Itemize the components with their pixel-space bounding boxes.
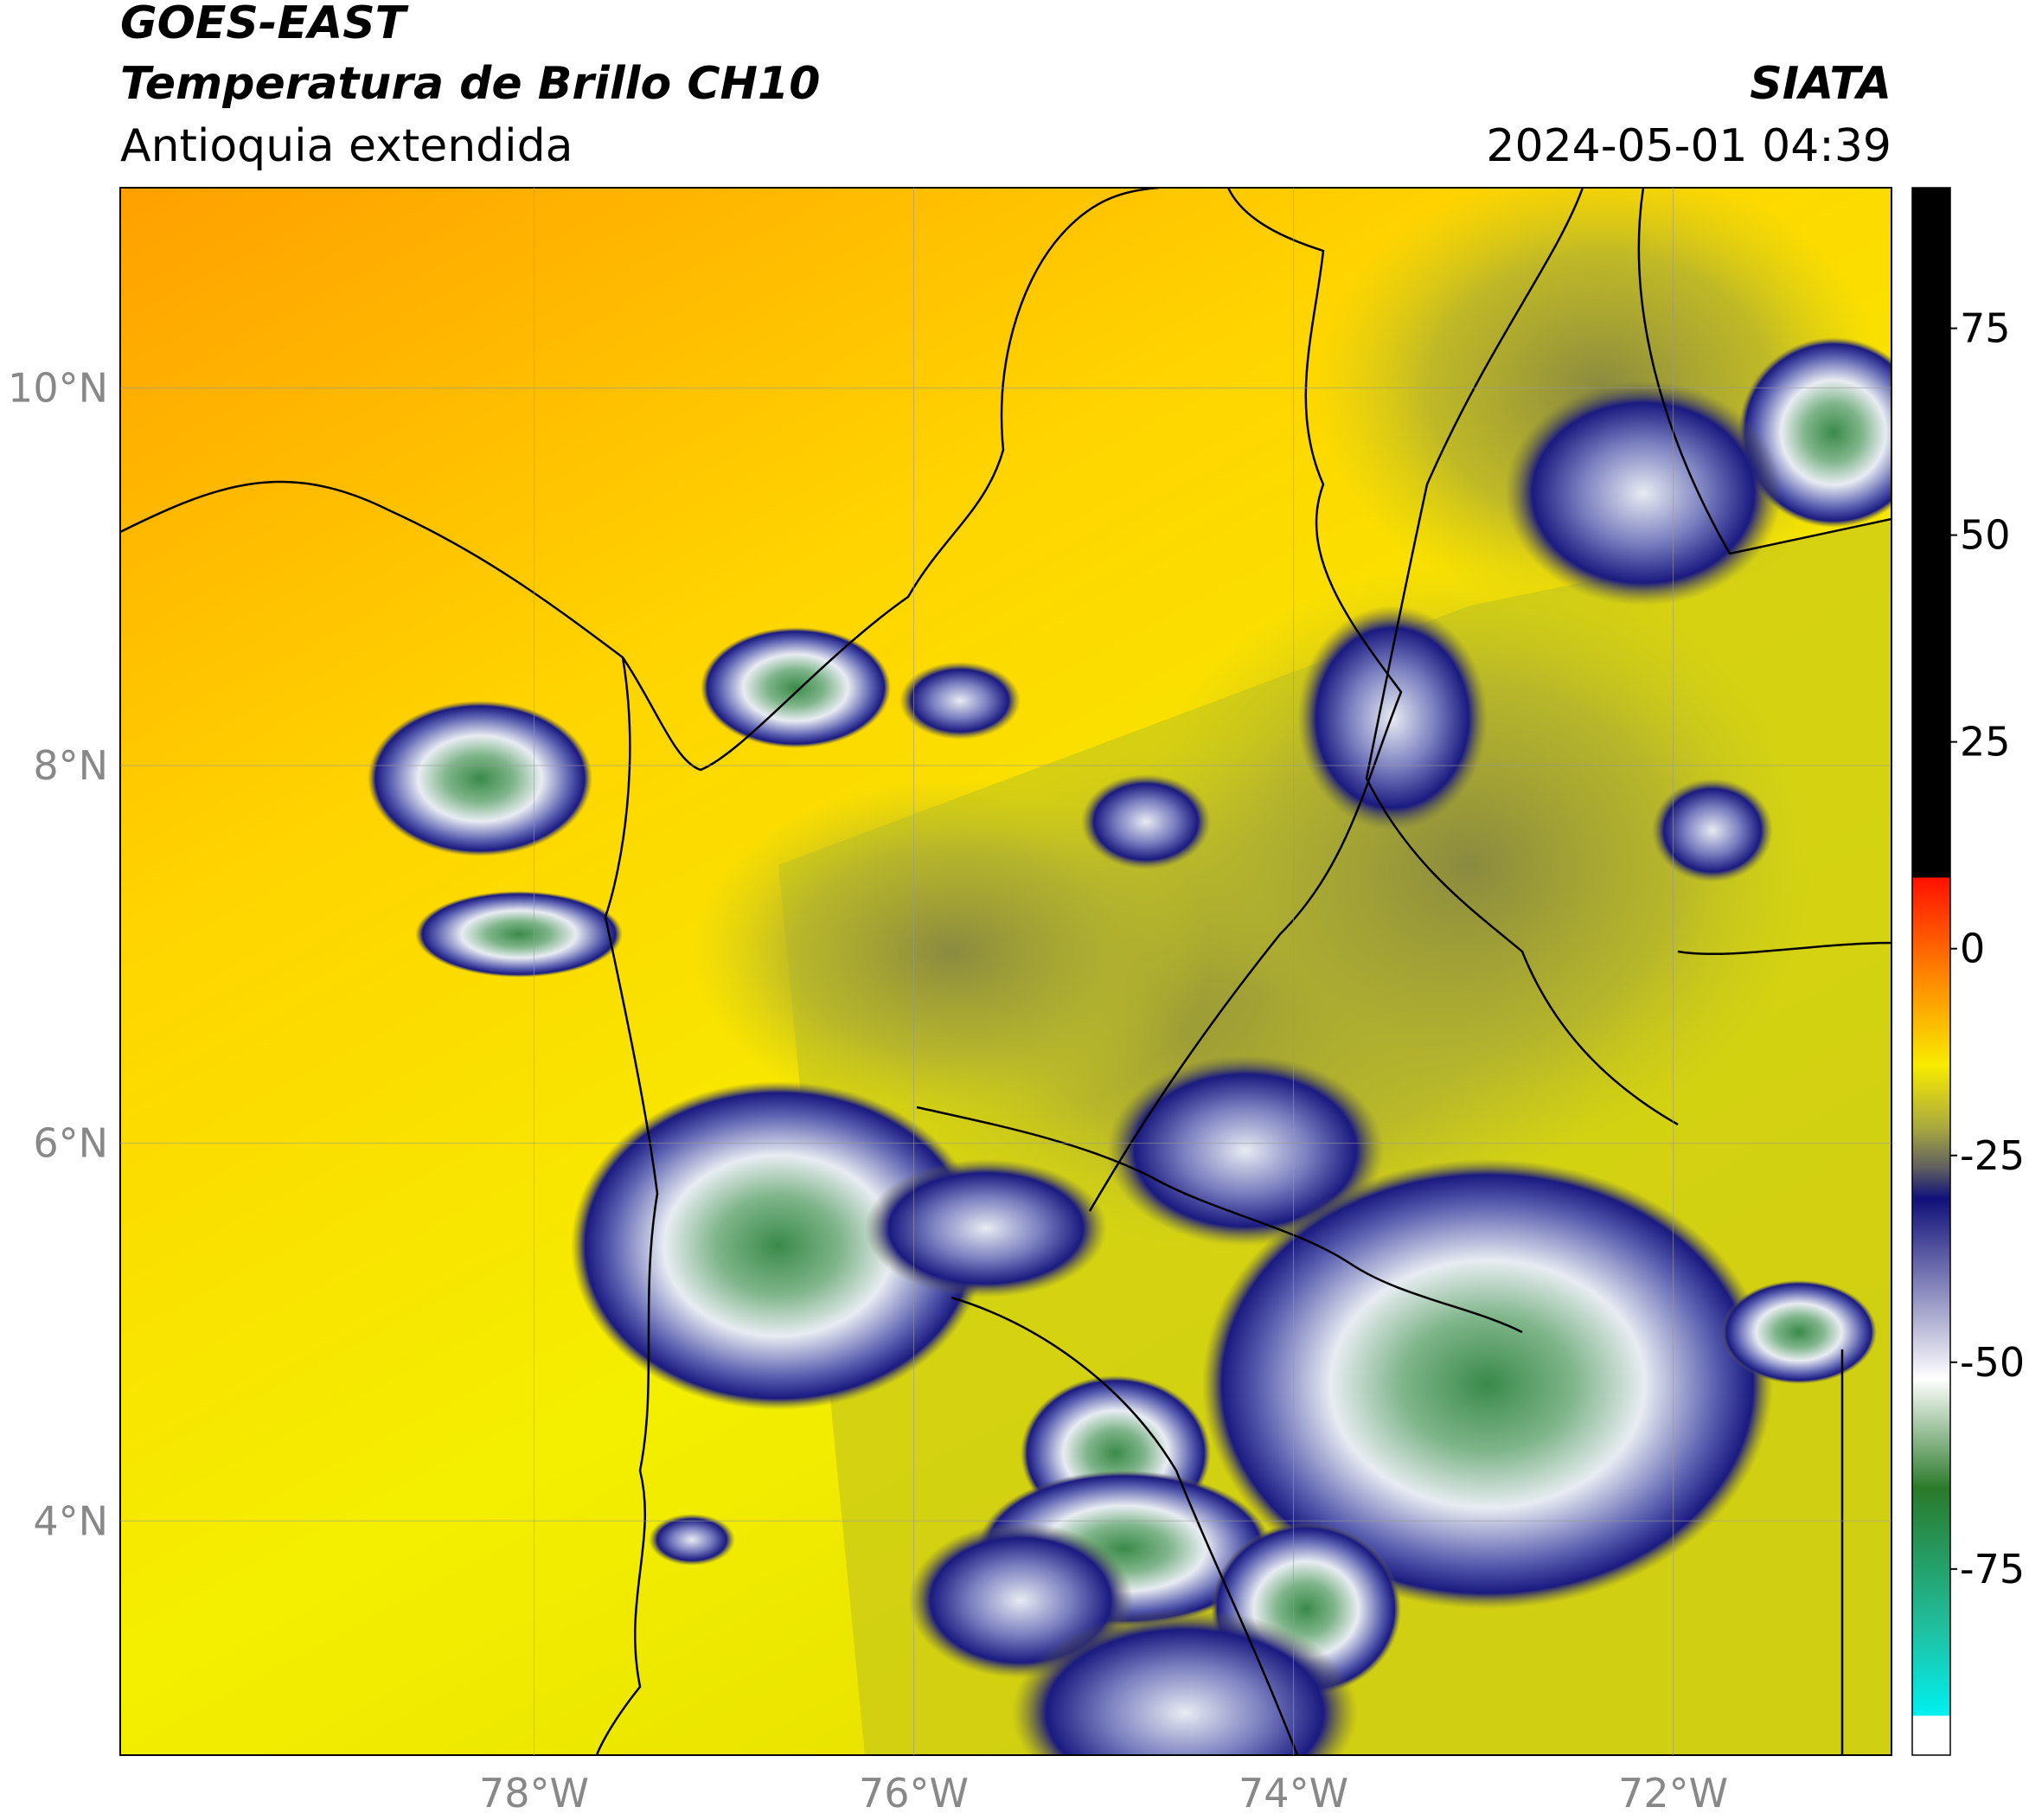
y-tick-label: 10°N (8, 364, 108, 411)
x-tick-label: 74°W (1239, 1770, 1348, 1817)
colorbar-tick-label: 50 (1960, 512, 2011, 559)
x-tick-label: 72°W (1618, 1770, 1728, 1817)
source: SIATA (1750, 58, 1891, 110)
colorbar-tick-label: -25 (1960, 1132, 2025, 1179)
title: GOES-EAST (120, 0, 409, 49)
map-frame (119, 187, 1892, 1756)
map-image (120, 188, 1891, 1755)
x-tick-label: 76°W (859, 1770, 969, 1817)
colorbar-tick-label: 75 (1960, 305, 2011, 352)
y-tick-label: 8°N (33, 742, 108, 789)
colorbar (1911, 187, 1951, 1756)
y-tick-label: 6°N (33, 1120, 108, 1167)
x-tick-label: 78°W (479, 1770, 589, 1817)
colorbar-tick-label: -50 (1960, 1339, 2025, 1386)
region: Antioquia extendida (120, 120, 573, 172)
colorbar-tick-label: 0 (1960, 926, 1985, 972)
colorbar-tick-label: -75 (1960, 1546, 2025, 1592)
subtitle: Temperatura de Brillo CH10 (120, 58, 820, 110)
datetime: 2024-05-01 04:39 (1486, 120, 1891, 172)
colorbar-tick-label: 25 (1960, 719, 2011, 766)
y-tick-label: 4°N (33, 1497, 108, 1544)
